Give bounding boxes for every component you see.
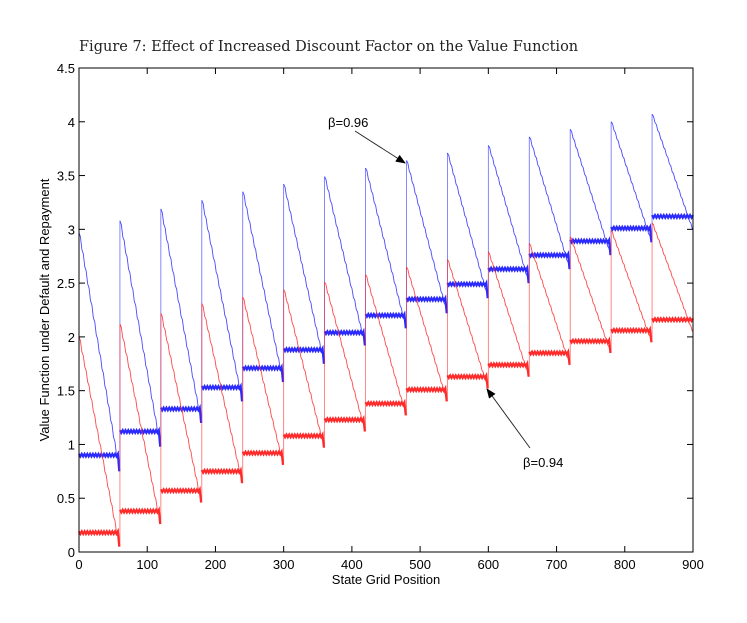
y-tick-label: 2.5 (57, 276, 75, 291)
default-level (78, 527, 121, 547)
y-tick-label: 4.5 (57, 61, 75, 76)
repayment-curve (447, 259, 489, 389)
repayment-curve (324, 176, 366, 346)
x-tick-label: 800 (614, 557, 636, 572)
default-level (118, 426, 162, 447)
plot-frame (78, 67, 694, 553)
repayment-curve (365, 274, 407, 416)
repayment-curve (406, 160, 448, 314)
repayment-curve (119, 220, 161, 447)
y-tick-label: 3.5 (57, 169, 75, 184)
x-tick-label: 900 (682, 557, 704, 572)
default-level (364, 398, 407, 416)
repayment-curve (201, 303, 243, 484)
default-level (405, 294, 448, 314)
x-tick-label: 400 (341, 557, 363, 572)
repayment-curve (569, 129, 611, 256)
series-layer (78, 113, 694, 547)
repayment-curve (365, 167, 407, 329)
y-tick-label: 3 (68, 222, 75, 237)
repayment-curve (406, 266, 448, 402)
x-tick-label: 300 (273, 557, 295, 572)
series-beta-096 (78, 113, 694, 472)
x-tick-label: 200 (205, 557, 227, 572)
annotation-arrow-beta-096 (354, 130, 406, 164)
x-tick-label: 700 (546, 557, 568, 572)
default-level (159, 485, 203, 503)
repayment-curve (651, 222, 693, 332)
repayment-curve (78, 336, 120, 547)
default-level (405, 384, 448, 402)
x-axis: 0 100 200 300 400 500 600 700 800 900 (75, 68, 704, 572)
default-level (651, 212, 694, 220)
default-level (569, 236, 612, 256)
default-level (323, 327, 366, 346)
repayment-curve (283, 289, 325, 448)
default-level (487, 359, 530, 377)
repayment-curve (324, 281, 366, 432)
chart-title: Figure 7: Effect of Increased Discount F… (79, 39, 578, 55)
repayment-curve (528, 136, 570, 270)
x-tick-label: 600 (477, 557, 499, 572)
y-tick-label: 0.5 (57, 491, 75, 506)
default-level (200, 466, 244, 484)
repayment-curve (610, 121, 652, 243)
repayment-curve (242, 191, 284, 383)
repayment-curve (487, 145, 530, 284)
default-level (78, 450, 121, 472)
repayment-curve (447, 152, 489, 299)
y-tick-label: 1.5 (57, 384, 75, 399)
y-tick-label: 1 (68, 437, 75, 452)
annotation-beta-096: β=0.96 (328, 115, 368, 130)
annotation-beta-094: β=0.94 (523, 455, 563, 470)
x-tick-label: 100 (136, 557, 158, 572)
repayment-curve (528, 243, 570, 365)
default-level (446, 371, 489, 389)
repayment-curve (283, 183, 325, 364)
default-level (118, 506, 162, 525)
repayment-curve (569, 236, 611, 354)
default-level (282, 344, 326, 364)
repayment-curve (610, 230, 652, 343)
default-level (610, 223, 653, 243)
default-level (651, 316, 694, 324)
default-level (569, 336, 612, 354)
default-level (282, 430, 326, 448)
default-level (159, 403, 203, 424)
repayment-curve (242, 296, 284, 465)
y-tick-label: 0 (68, 545, 75, 560)
y-axis-label: Value Function under Default and Repayme… (37, 178, 52, 441)
default-level (364, 310, 407, 329)
repayment-curve (160, 208, 202, 423)
repayment-curve (651, 113, 693, 230)
default-level (323, 414, 366, 432)
repayment-curve (78, 232, 120, 472)
repayment-curve (160, 313, 202, 503)
default-level (200, 382, 244, 402)
x-axis-label: State Grid Position (332, 572, 440, 587)
default-level (241, 448, 285, 465)
default-level (528, 348, 571, 365)
repayment-curve (119, 323, 161, 525)
default-level (610, 325, 653, 343)
repayment-curve (487, 251, 530, 377)
default-level (241, 363, 285, 383)
y-tick-label: 4 (68, 115, 75, 130)
default-level (446, 279, 489, 299)
y-tick-label: 2 (68, 330, 75, 345)
default-level (528, 250, 571, 270)
x-tick-label: 0 (75, 557, 82, 572)
x-tick-label: 500 (409, 557, 431, 572)
series-beta-094 (78, 222, 694, 547)
annotation-arrow-beta-094 (486, 388, 531, 449)
repayment-curve (201, 200, 243, 402)
y-axis: 0 0.5 1 1.5 2 2.5 3 3.5 4 4.5 (57, 61, 693, 560)
default-level (487, 264, 530, 284)
